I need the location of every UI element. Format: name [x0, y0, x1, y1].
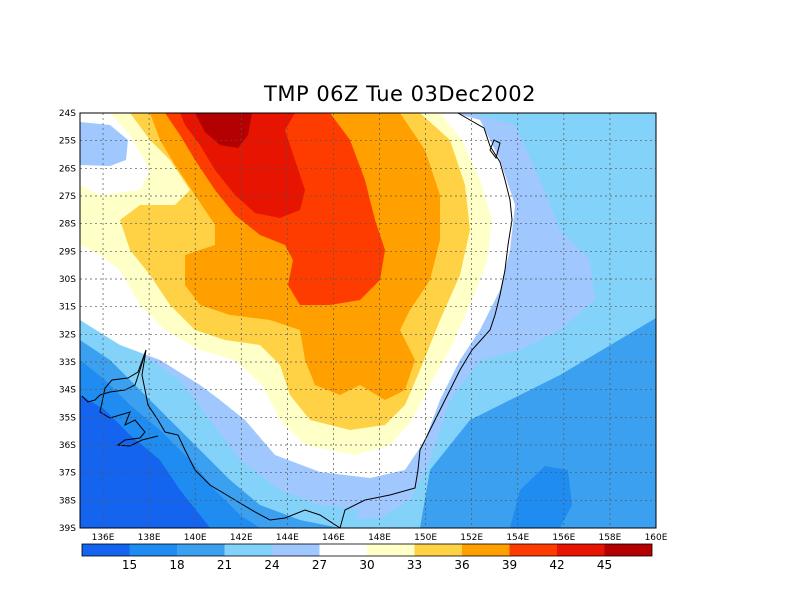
latitude-labels: 24S 25S 26S 27S 28S 29S 30S 31S 32S 33S 34S 35S 36S 3…: [59, 109, 76, 534]
colorbar-swatch: [557, 544, 605, 556]
colorbar: 15 18 21 24 27 30 33 36 39 42 45: [81, 543, 653, 572]
colorbar-swatch: [224, 544, 272, 556]
colorbar-swatch: [462, 544, 510, 556]
lat-label: 27S: [59, 192, 76, 202]
lon-label: 150E: [414, 533, 437, 543]
colorbar-swatch: [129, 544, 177, 556]
lat-label: 25S: [59, 137, 76, 147]
lat-label: 36S: [59, 441, 76, 451]
band-gt45: [195, 113, 252, 148]
lon-label: 154E: [506, 533, 529, 543]
colorbar-label: 36: [454, 558, 469, 572]
lat-label: 30S: [59, 275, 76, 285]
colorbar-swatch: [367, 544, 415, 556]
lon-label: 146E: [322, 533, 345, 543]
lat-label: 39S: [59, 524, 76, 534]
lat-label: 38S: [59, 496, 76, 506]
colorbar-label: 15: [122, 558, 137, 572]
lon-label: 140E: [184, 533, 207, 543]
lon-label: 138E: [138, 533, 161, 543]
lat-label: 32S: [59, 330, 76, 340]
lon-label: 160E: [645, 533, 668, 543]
colorbar-label: 30: [359, 558, 374, 572]
colorbar-label: 39: [502, 558, 517, 572]
lat-label: 26S: [59, 164, 76, 174]
colorbar-label: 27: [312, 558, 327, 572]
coastline-island: [489, 139, 501, 160]
lon-label: 158E: [598, 533, 621, 543]
lon-label: 156E: [552, 533, 575, 543]
colorbar-swatch: [82, 544, 130, 556]
contour-field: [80, 113, 656, 528]
lon-label: 148E: [368, 533, 391, 543]
band-lt15-west: [80, 395, 210, 528]
colorbar-swatch: [177, 544, 225, 556]
lat-label: 33S: [59, 358, 76, 368]
map-title: TMP 06Z Tue 03Dec2002: [264, 82, 536, 106]
grid-lines: [80, 113, 656, 528]
longitude-labels: 136E 138E 140E 142E 144E 146E 148E 150E 152E 154E…: [92, 533, 668, 543]
colorbar-label: 33: [407, 558, 422, 572]
lon-label: 144E: [276, 533, 299, 543]
band-18-21-sea: [420, 318, 656, 528]
colorbar-label: 45: [597, 558, 612, 572]
lat-label: 28S: [59, 220, 76, 230]
colorbar-swatch: [604, 544, 652, 556]
lon-label: 152E: [460, 533, 483, 543]
band-42-45: [180, 113, 305, 218]
colorbar-swatch: [319, 544, 367, 556]
lat-label: 29S: [59, 247, 76, 257]
colorbar-label: 24: [264, 558, 279, 572]
colorbar-label: 18: [169, 558, 184, 572]
lat-label: 37S: [59, 469, 76, 479]
lat-label: 24S: [59, 109, 76, 119]
lat-label: 34S: [59, 386, 76, 396]
lon-label: 136E: [92, 533, 115, 543]
colorbar-label: 42: [549, 558, 564, 572]
colorbar-swatch: [509, 544, 557, 556]
colorbar-swatch: [272, 544, 320, 556]
colorbar-frame: [81, 543, 653, 557]
band-15-18-sea: [510, 466, 572, 528]
colorbar-label: 21: [217, 558, 232, 572]
colorbar-swatch: [414, 544, 462, 556]
lat-label: 35S: [59, 413, 76, 423]
lat-label: 31S: [59, 303, 76, 313]
lon-label: 142E: [230, 533, 253, 543]
band-24-27-nw: [80, 122, 128, 166]
plot-frame: [79, 112, 657, 529]
